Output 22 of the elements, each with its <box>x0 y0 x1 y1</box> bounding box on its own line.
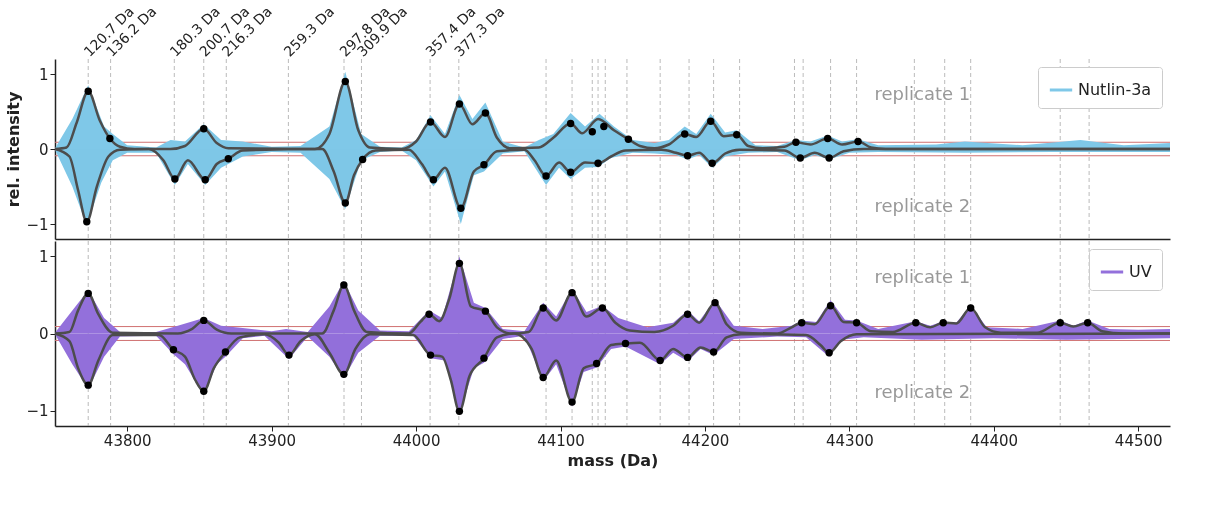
annotation: replicate 2 <box>874 194 971 216</box>
annotation: replicate 1 <box>874 266 971 287</box>
x-tick-label: 44200 <box>681 431 730 450</box>
y-tick-label: 0 <box>38 325 49 343</box>
x-tick-label: 43800 <box>103 431 152 450</box>
y-tick-label: −1 <box>26 402 49 421</box>
legend-label: UV <box>1129 262 1152 281</box>
y-tick-label: 1 <box>38 247 49 266</box>
annotation: replicate 2 <box>874 380 971 402</box>
y-tick-label: 1 <box>38 65 49 84</box>
x-tick-label: 44300 <box>826 431 874 450</box>
annotation: replicate 1 <box>874 83 971 104</box>
x-tick-label: 44400 <box>970 431 1019 450</box>
x-tick-label: 44500 <box>1114 431 1163 450</box>
x-tick-label: 44000 <box>392 431 441 450</box>
y-tick-label: −1 <box>26 215 49 234</box>
legend-label: Nutlin-3a <box>1078 80 1152 99</box>
x-tick-label: 43900 <box>248 431 296 450</box>
x-axis-title: mass (Da) <box>567 450 659 470</box>
x-tick-label: 44100 <box>537 431 585 450</box>
y-tick-label: 0 <box>38 140 49 159</box>
y-axis-title: rel. intensity <box>4 91 24 208</box>
